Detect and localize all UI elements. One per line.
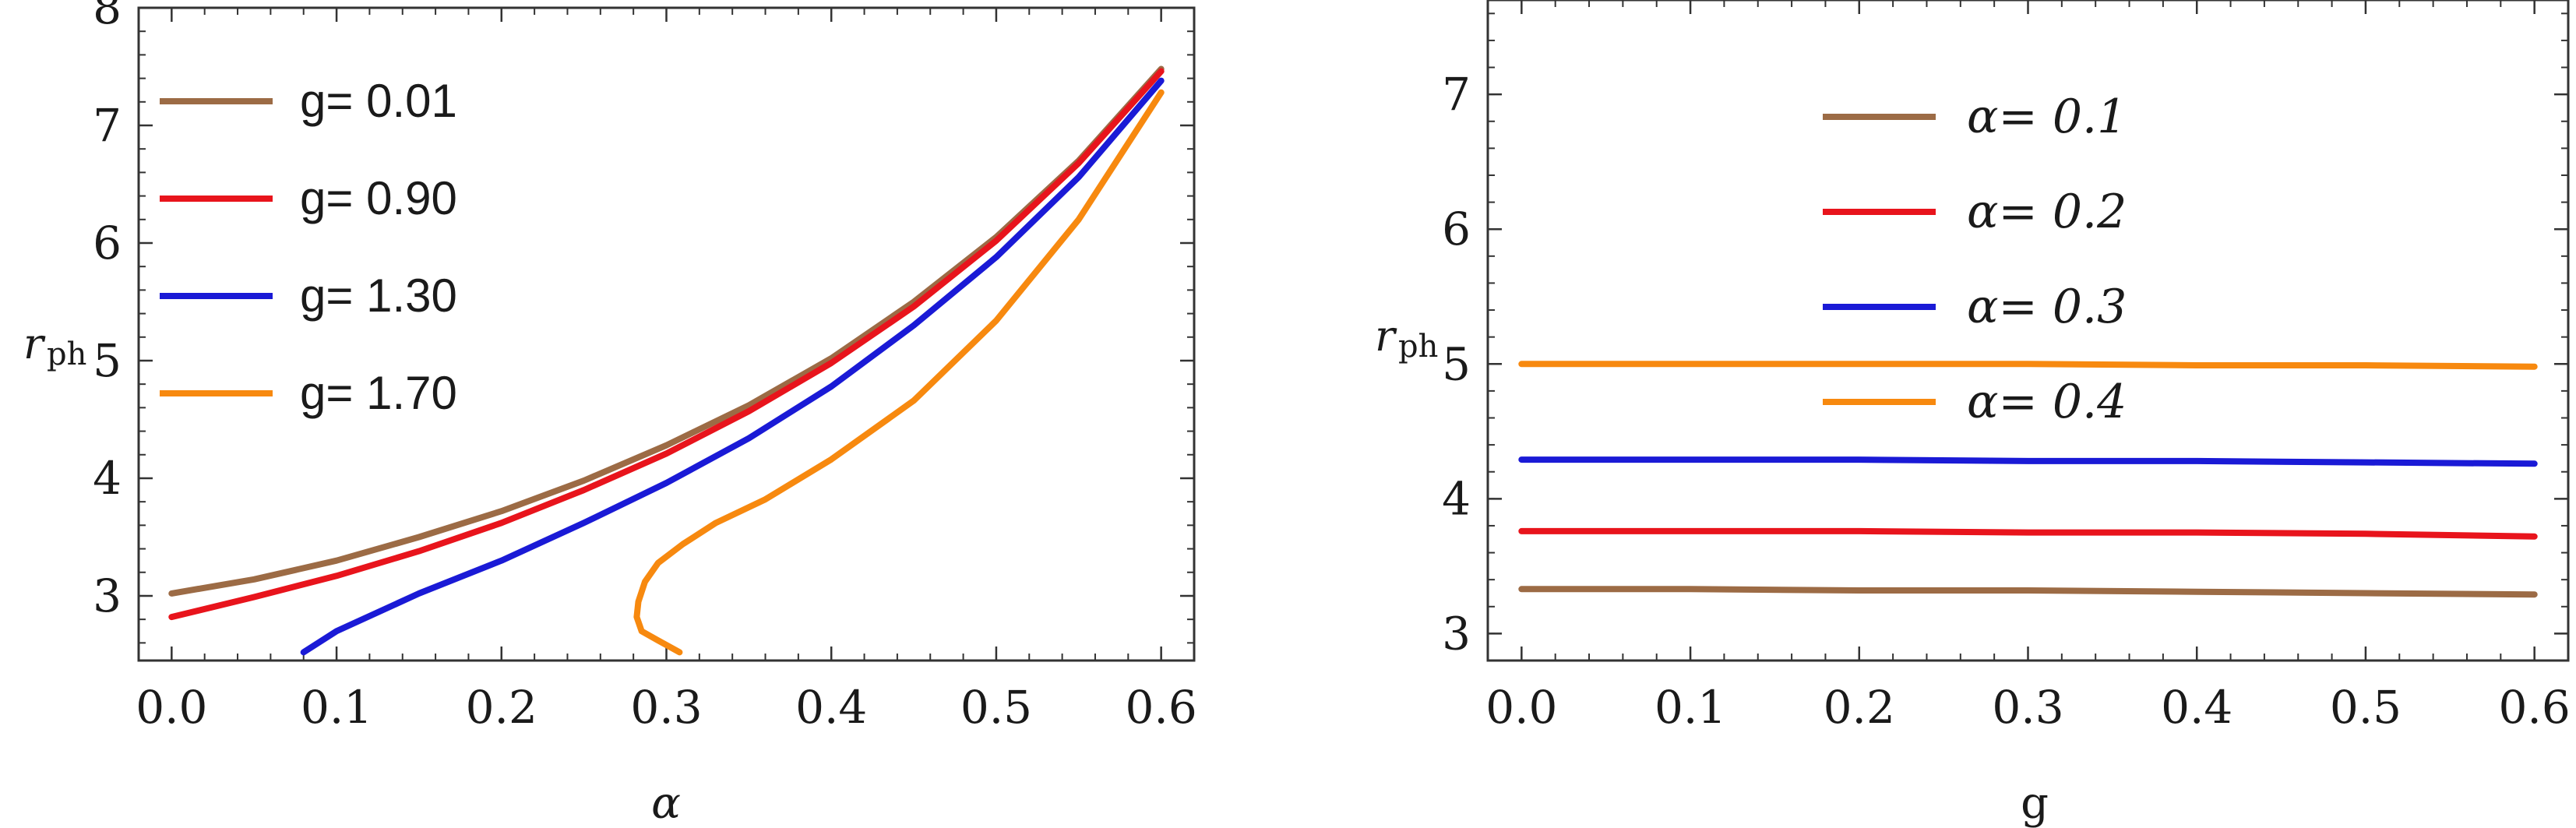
y-axis-label: r (1375, 312, 1397, 361)
legend-label: g= 0.01 (300, 75, 457, 127)
x-axis-label: g (2021, 778, 2049, 828)
series-line (633, 89, 1165, 656)
x-tick-label: 0.3 (630, 681, 702, 734)
y-tick-label: 7 (93, 99, 122, 152)
y-tick-label: 3 (93, 569, 122, 622)
x-tick-label: 0.3 (1992, 681, 2063, 734)
legend-label: α= 0.1 (1967, 90, 2127, 144)
y-tick-label: 5 (93, 334, 122, 387)
y-tick-label: 4 (93, 452, 122, 505)
y-tick-label: 5 (1442, 337, 1471, 390)
x-tick-label: 0.2 (1824, 681, 1895, 734)
x-tick-label: 0.4 (795, 681, 867, 734)
series-line (168, 65, 1165, 597)
series-line (168, 68, 1165, 621)
x-tick-label: 0.6 (2499, 681, 2571, 734)
legend-label: g= 1.30 (300, 270, 457, 322)
plot-frame (137, 6, 1196, 662)
chart-left-panel: 0.0 0.1 0.2 0.3 0.4 0.5 0.6 3 4 5 6 7 8 α r ph g= 0.01 g=… (23, 0, 1197, 828)
legend-label: α= 0.2 (1967, 185, 2127, 239)
y-tick-label: 3 (1442, 607, 1471, 660)
x-tick-label: 0.0 (1485, 681, 1557, 734)
y-axis-label-subscript: ph (1398, 329, 1438, 365)
series-line (1518, 456, 2538, 467)
y-axis-label: r (23, 319, 46, 368)
x-tick-label: 0.4 (2161, 681, 2232, 734)
chart-right-panel: 0.0 0.1 0.2 0.3 0.4 0.5 0.6 3 4 5 6 7 g r ph α= 0.1 α= 0… (1375, 0, 2571, 828)
x-tick-label: 0.2 (466, 681, 537, 734)
x-axis-label: α (651, 778, 681, 828)
series-line (1518, 586, 2538, 598)
y-tick-label: 6 (93, 217, 122, 270)
legend-label: α= 0.3 (1967, 280, 2127, 334)
x-tick-label: 0.5 (2330, 681, 2402, 734)
series-line (1518, 361, 2538, 370)
legend-label: g= 0.90 (300, 172, 457, 224)
x-tick-label: 0.0 (136, 681, 207, 734)
x-tick-label: 0.6 (1126, 681, 1197, 734)
y-tick-label: 7 (1442, 68, 1471, 121)
x-tick-label: 0.1 (1654, 681, 1726, 734)
y-tick-label: 4 (1442, 472, 1471, 525)
legend-label: g= 1.70 (300, 367, 457, 419)
x-tick-label: 0.1 (301, 681, 372, 734)
y-tick-label: 8 (93, 0, 122, 34)
series-line (300, 77, 1165, 656)
y-axis-label-subscript: ph (47, 336, 86, 372)
series-line (1518, 527, 2538, 540)
x-tick-label: 0.5 (960, 681, 1032, 734)
y-tick-label: 6 (1442, 203, 1471, 255)
legend-label: α= 0.4 (1967, 375, 2127, 429)
